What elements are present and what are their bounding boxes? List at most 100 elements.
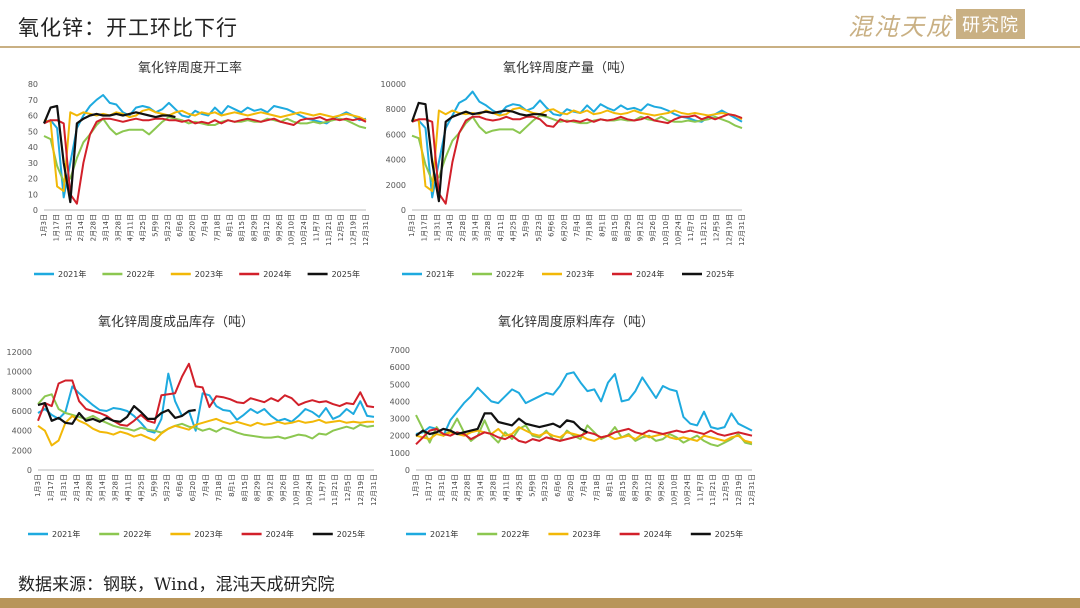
x-tick-label: 7月4日 — [201, 214, 209, 237]
x-tick-label: 10月24日 — [683, 474, 691, 506]
x-tick-label: 8月15日 — [611, 214, 619, 241]
series-line-2024年 — [43, 116, 367, 205]
x-tick-label: 8月15日 — [238, 214, 246, 241]
series-line-2021年 — [415, 371, 753, 437]
x-tick-label: 4月11日 — [124, 474, 132, 501]
x-tick-label: 10月24日 — [300, 214, 308, 246]
x-tick-label: 10月10日 — [670, 474, 678, 506]
x-tick-label: 12月5日 — [337, 214, 345, 241]
x-tick-label: 12月31日 — [738, 214, 746, 246]
x-tick-label: 11月7日 — [312, 214, 320, 241]
y-tick-label: 4000 — [12, 427, 32, 436]
x-tick-label: 1月3日 — [34, 474, 42, 497]
chart-svg: 氧化锌周度原料库存（吨） 0 1000 2000 3000 4000 5000 6000 700… — [390, 314, 756, 539]
x-tick-label: 8月1日 — [598, 214, 606, 237]
x-tick-label: 12月5日 — [722, 474, 730, 501]
x-tick-label: 1月17日 — [47, 474, 55, 501]
x-tick-label: 6月6日 — [176, 214, 184, 237]
series-line-2021年 — [37, 372, 375, 434]
legend-label: 2025年 — [332, 269, 360, 279]
footer-bar — [0, 598, 1080, 608]
legend-label: 2024年 — [636, 269, 664, 279]
x-tick-label: 2月14日 — [77, 214, 85, 241]
x-tick-label: 5月9日 — [151, 214, 159, 237]
x-tick-label: 12月5日 — [713, 214, 721, 241]
x-tick-label: 12月19日 — [350, 214, 358, 246]
legend-label: 2025年 — [337, 529, 365, 539]
x-tick-label: 4月11日 — [127, 214, 135, 241]
x-tick-label: 8月1日 — [226, 214, 234, 237]
x-tick-label: 5月23日 — [535, 214, 543, 241]
logo-name: 混沌天成 — [848, 12, 952, 41]
x-tick-label: 1月17日 — [52, 214, 60, 241]
x-tick-label: 3月28日 — [112, 474, 120, 501]
logo-box: 研究院 — [956, 9, 1025, 39]
y-tick-label: 8000 — [12, 387, 32, 396]
x-tick-label: 9月26日 — [280, 474, 288, 501]
series-line-2025年 — [410, 101, 547, 203]
x-tick-label: 11月21日 — [325, 214, 333, 246]
y-tick-label: 4000 — [390, 397, 410, 406]
x-tick-label: 5月23日 — [163, 474, 171, 501]
y-tick-label: 20 — [28, 175, 38, 184]
x-tick-label: 3月14日 — [471, 214, 479, 241]
series-line-2025年 — [415, 412, 588, 437]
x-tick-label: 6月20日 — [567, 474, 575, 501]
chart-raw-material-inventory: 氧化锌周度原料库存（吨） 0 1000 2000 3000 4000 5000 6000 700… — [380, 308, 780, 544]
series-line-2024年 — [411, 113, 743, 205]
y-tick-label: 12000 — [7, 348, 32, 357]
x-tick-label: 12月5日 — [344, 474, 352, 501]
x-tick-label: 1月17日 — [425, 474, 433, 501]
x-tick-label: 5月23日 — [164, 214, 172, 241]
x-tick-label: 12月31日 — [370, 474, 378, 506]
x-tick-label: 4月25日 — [510, 214, 518, 241]
y-tick-label: 10000 — [381, 80, 406, 89]
x-tick-label: 12月31日 — [362, 214, 370, 246]
y-tick-label: 6000 — [390, 363, 410, 372]
series-line-2025年 — [37, 402, 196, 425]
x-tick-label: 7月4日 — [202, 474, 210, 497]
x-tick-label: 1月31日 — [433, 214, 441, 241]
series-line-2024年 — [415, 427, 753, 446]
x-tick-label: 2月14日 — [73, 474, 81, 501]
x-tick-label: 8月29日 — [251, 214, 259, 241]
x-tick-label: 9月26日 — [649, 214, 657, 241]
legend-label: 2021年 — [52, 529, 80, 539]
y-tick-label: 40 — [28, 143, 38, 152]
x-tick-label: 3月14日 — [102, 214, 110, 241]
series-line-2023年 — [411, 106, 743, 193]
legend-label: 2023年 — [566, 269, 594, 279]
series-line-2025年 — [42, 104, 176, 204]
x-tick-label: 1月3日 — [408, 214, 416, 237]
y-tick-label: 30 — [28, 159, 38, 168]
x-tick-label: 2月14日 — [451, 474, 459, 501]
y-tick-label: 5000 — [390, 380, 410, 389]
header-divider — [0, 46, 1080, 48]
x-tick-label: 11月7日 — [696, 474, 704, 501]
x-tick-label: 3月14日 — [477, 474, 485, 501]
x-tick-label: 2月28日 — [90, 214, 98, 241]
x-tick-label: 7月18日 — [215, 474, 223, 501]
x-tick-label: 10月24日 — [675, 214, 683, 246]
x-tick-label: 1月31日 — [438, 474, 446, 501]
x-tick-label: 2月28日 — [459, 214, 467, 241]
x-tick-label: 8月15日 — [241, 474, 249, 501]
x-tick-label: 3月28日 — [484, 214, 492, 241]
x-tick-label: 7月18日 — [213, 214, 221, 241]
x-tick-label: 9月12日 — [267, 474, 275, 501]
brand-logo: 混沌天成 研究院 — [848, 8, 1025, 41]
y-tick-label: 10 — [28, 190, 38, 199]
legend-label: 2025年 — [715, 529, 743, 539]
x-tick-label: 9月12日 — [263, 214, 271, 241]
chart-title: 氧化锌周度产量（吨） — [503, 60, 633, 76]
chart-title: 氧化锌周度开工率 — [138, 60, 242, 76]
series-line-2022年 — [43, 116, 367, 183]
x-tick-label: 12月19日 — [357, 474, 365, 506]
series-line-2022年 — [411, 114, 743, 182]
chart-svg: 氧化锌周度开工率 0 10 20 30 40 50 60 70 80 1月3日 1月17日 1月31日 2… — [28, 60, 370, 279]
chart-svg: 氧化锌周度成品库存（吨） 0 2000 4000 6000 8000 10000 12000 1… — [7, 314, 378, 539]
chart-weekly-output: 氧化锌周度产量（吨） 0 2000 4000 6000 8000 10000 1月3日 1月17… — [372, 54, 772, 284]
x-tick-label: 4月25日 — [515, 474, 523, 501]
y-tick-label: 0 — [401, 206, 406, 215]
x-tick-label: 7月4日 — [580, 474, 588, 497]
